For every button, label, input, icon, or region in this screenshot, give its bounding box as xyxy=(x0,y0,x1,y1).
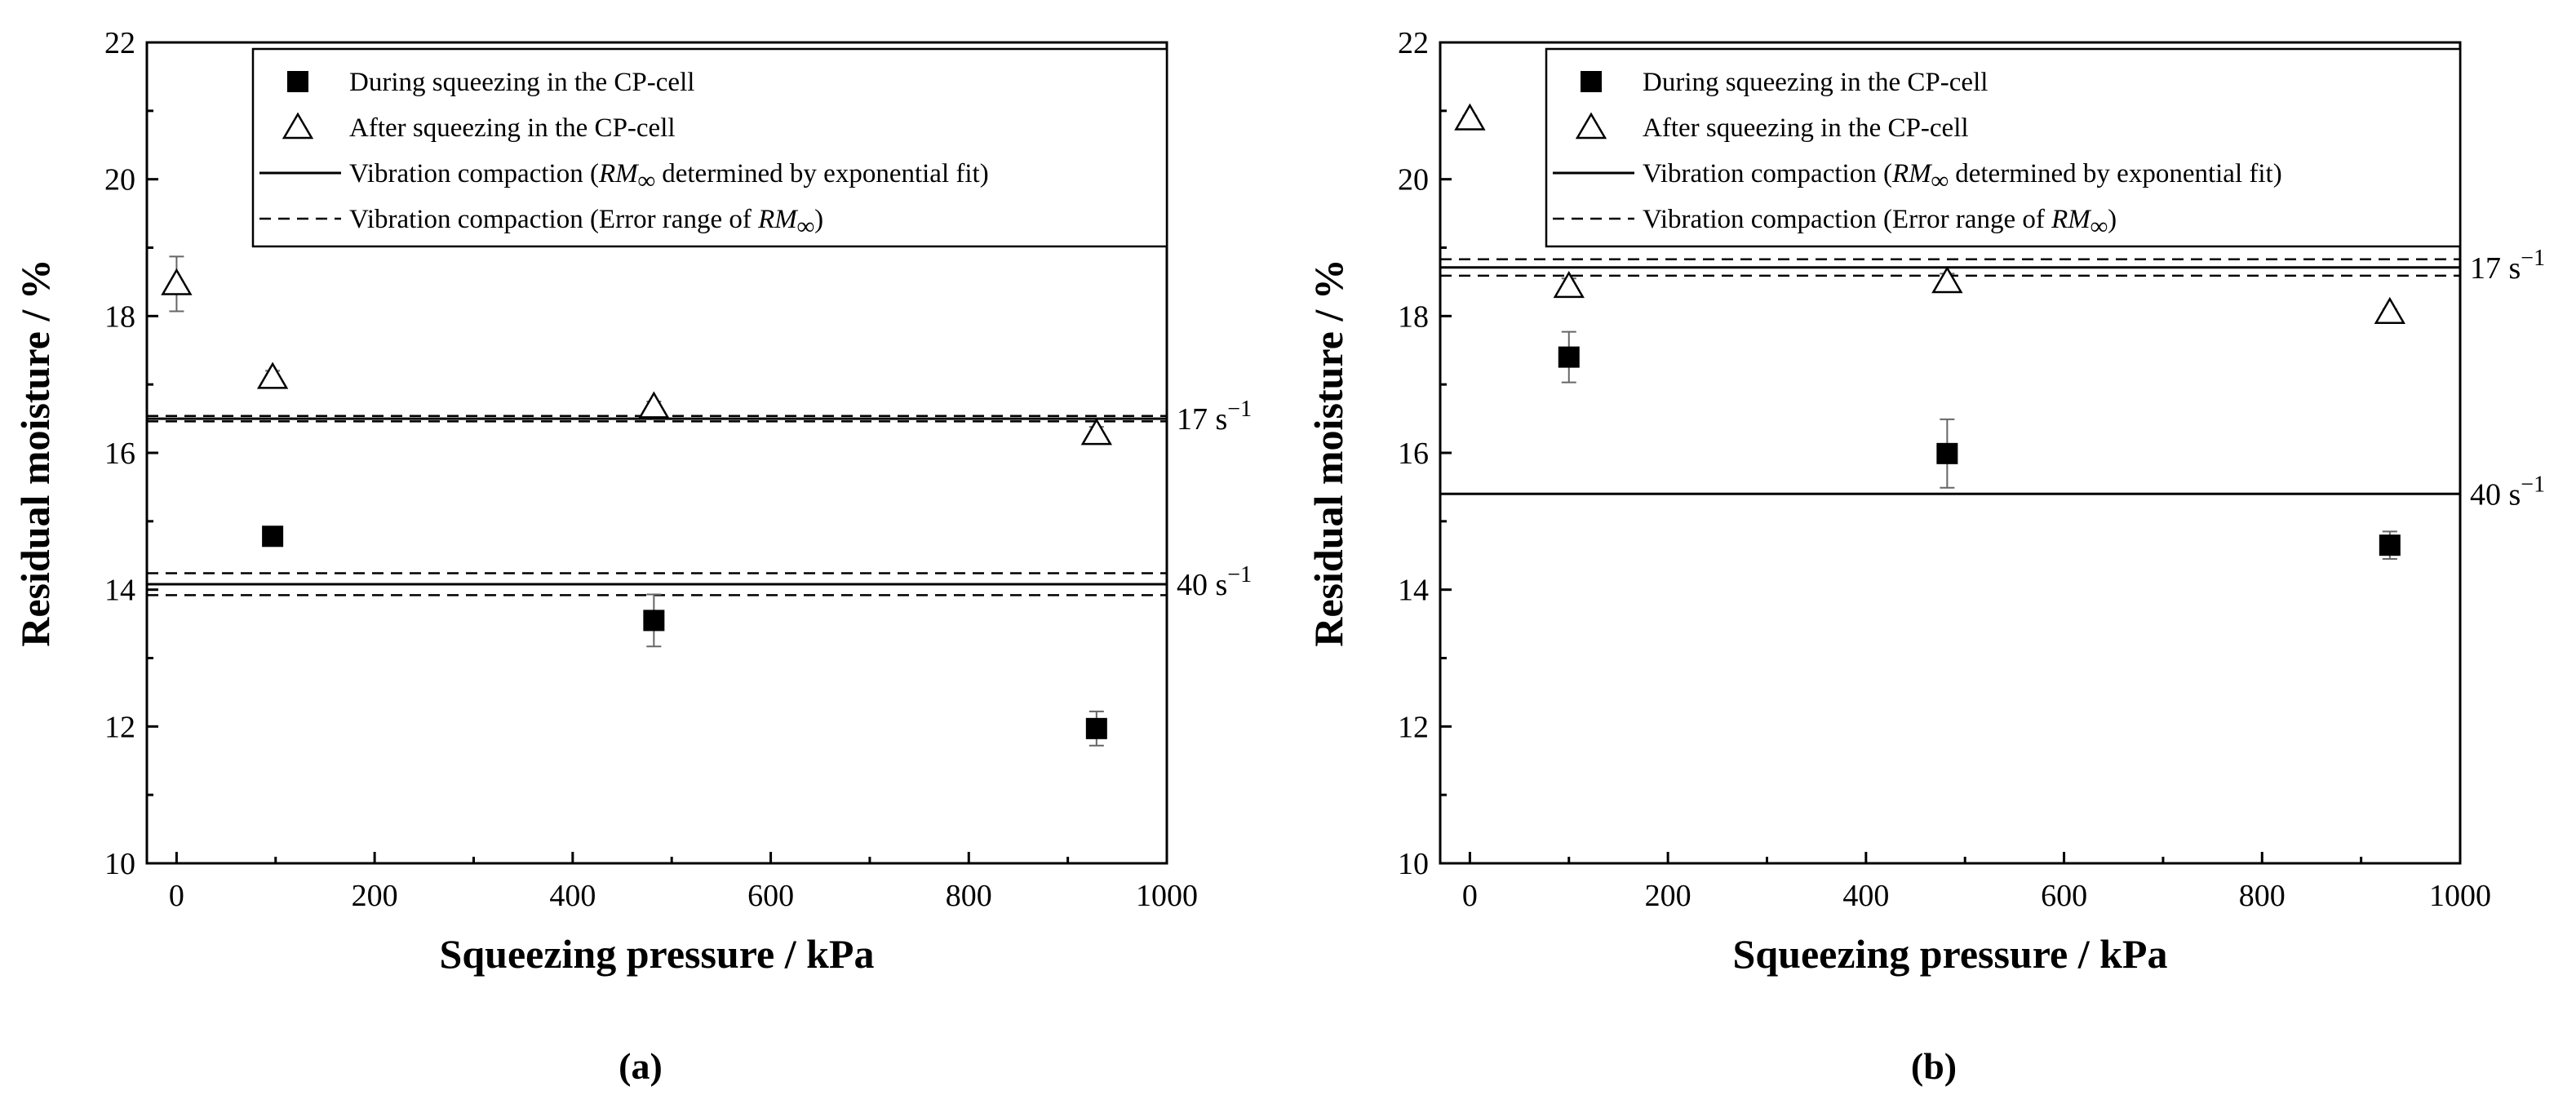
y-tick-label: 12 xyxy=(1398,710,1429,744)
legend-label-suffix: determined by exponential fit) xyxy=(1949,159,2282,188)
x-tick-label: 1000 xyxy=(2429,879,2491,913)
data-point-square xyxy=(1558,346,1580,368)
rate-label: 17 s−1 xyxy=(1177,397,1252,437)
legend-label-suffix: ) xyxy=(2108,205,2117,234)
rate-label-exponent: −1 xyxy=(2521,246,2545,271)
y-tick-label: 22 xyxy=(1398,26,1429,60)
data-point-square xyxy=(643,610,665,632)
y-tick-label: 12 xyxy=(104,710,135,744)
legend-label-symbol: RM xyxy=(598,159,639,188)
y-tick-label: 20 xyxy=(104,163,135,197)
y-tick-label: 16 xyxy=(104,437,135,471)
legend-label: During squeezing in the CP-cell xyxy=(1643,68,1988,97)
legend-label-suffix: ) xyxy=(814,205,823,234)
rate-label-value: 40 s xyxy=(1177,568,1227,602)
x-axis-label: Squeezing pressure / kPa xyxy=(1733,931,2168,977)
data-point-triangle xyxy=(256,361,289,389)
y-tick-label: 16 xyxy=(1398,437,1429,471)
data-point-square xyxy=(1085,717,1107,739)
data-point-triangle xyxy=(1553,270,1585,299)
data-point-triangle xyxy=(1454,103,1486,131)
legend-label: Vibration compaction (RM∞ determined by … xyxy=(1643,159,2282,194)
y-axis-label: Residual moisture / % xyxy=(1306,259,1351,647)
legend-box xyxy=(251,47,1168,248)
legend-triangle-icon xyxy=(1575,112,1607,140)
rate-label-value: 40 s xyxy=(2470,477,2521,512)
data-point-square xyxy=(2379,534,2401,556)
y-tick-label: 18 xyxy=(104,299,135,334)
panel-label: (b) xyxy=(1911,1045,1957,1087)
x-axis-label: Squeezing pressure / kPa xyxy=(440,931,875,977)
legend-label-subscript: ∞ xyxy=(797,213,814,240)
panel-label: (a) xyxy=(619,1045,663,1087)
legend-triangle-icon xyxy=(282,112,314,140)
rate-label: 17 s−1 xyxy=(2470,246,2545,286)
legend-label-subscript: ∞ xyxy=(638,167,655,194)
rate-label: 40 s−1 xyxy=(1177,562,1252,602)
rate-label-value: 17 s xyxy=(2470,251,2521,286)
legend-label-prefix: Vibration compaction ( xyxy=(1643,159,1892,188)
x-tick-label: 800 xyxy=(946,879,992,913)
data-point-triangle xyxy=(638,391,670,419)
y-tick-label: 22 xyxy=(104,26,135,60)
y-axis-label: Residual moisture / % xyxy=(12,259,58,647)
x-tick-label: 0 xyxy=(1462,879,1478,913)
legend-box xyxy=(1545,47,2462,248)
x-tick-label: 400 xyxy=(1842,879,1889,913)
rate-label: 40 s−1 xyxy=(2470,472,2545,512)
legend-label-subscript: ∞ xyxy=(2091,213,2108,240)
panel-a: 0 200 400 600 800 1000 10 12 14 16 18 20 22 Squeezing… xyxy=(12,26,1252,1087)
legend-label-symbol: RM xyxy=(1891,159,1932,188)
y-tick-label: 10 xyxy=(104,847,135,881)
panel-b: 0 200 400 600 800 1000 10 12 14 16 18 20 22 Squeezing… xyxy=(1306,26,2545,1087)
x-tick-label: 600 xyxy=(2041,879,2087,913)
legend-label-subscript: ∞ xyxy=(1931,167,1949,194)
x-tick-label: 200 xyxy=(1645,879,1691,913)
rate-label-value: 17 s xyxy=(1177,402,1227,437)
legend-label: Vibration compaction (RM∞ determined by … xyxy=(349,159,989,194)
legend-label-prefix: Vibration compaction (Error range of xyxy=(1643,205,2051,234)
legend-label-suffix: determined by exponential fit) xyxy=(655,159,989,188)
data-point-triangle xyxy=(1080,418,1113,446)
y-tick-label: 14 xyxy=(104,574,135,608)
rate-label-exponent: −1 xyxy=(1227,562,1252,587)
rate-label-exponent: −1 xyxy=(1227,397,1252,422)
y-tick-label: 10 xyxy=(1398,847,1429,881)
legend-label: After squeezing in the CP-cell xyxy=(1643,113,1969,143)
data-point-square xyxy=(262,525,284,548)
legend-label-prefix: Vibration compaction (Error range of xyxy=(349,205,758,234)
x-tick-label: 1000 xyxy=(1136,879,1198,913)
legend-label: Vibration compaction (Error range of RM∞… xyxy=(349,205,823,240)
data-point-triangle xyxy=(2374,296,2406,324)
legend-label: During squeezing in the CP-cell xyxy=(349,68,694,97)
y-tick-label: 14 xyxy=(1398,574,1429,608)
x-tick-label: 400 xyxy=(549,879,596,913)
data-point-square xyxy=(1936,442,1958,464)
x-tick-label: 800 xyxy=(2239,879,2286,913)
x-tick-label: 600 xyxy=(747,879,794,913)
x-tick-label: 200 xyxy=(352,879,398,913)
legend-label: Vibration compaction (Error range of RM∞… xyxy=(1643,205,2117,240)
legend-label-symbol: RM xyxy=(757,205,798,234)
y-tick-label: 18 xyxy=(1398,299,1429,334)
legend-label-symbol: RM xyxy=(2051,205,2091,234)
data-point-triangle xyxy=(1931,266,1963,294)
rate-label-exponent: −1 xyxy=(2521,472,2545,497)
legend-square-icon xyxy=(287,71,308,92)
legend-square-icon xyxy=(1581,71,1602,92)
y-tick-label: 20 xyxy=(1398,163,1429,197)
data-point-triangle xyxy=(161,268,193,295)
legend-label-prefix: Vibration compaction ( xyxy=(349,159,599,188)
legend-label: After squeezing in the CP-cell xyxy=(349,113,676,143)
x-tick-label: 0 xyxy=(169,879,184,913)
